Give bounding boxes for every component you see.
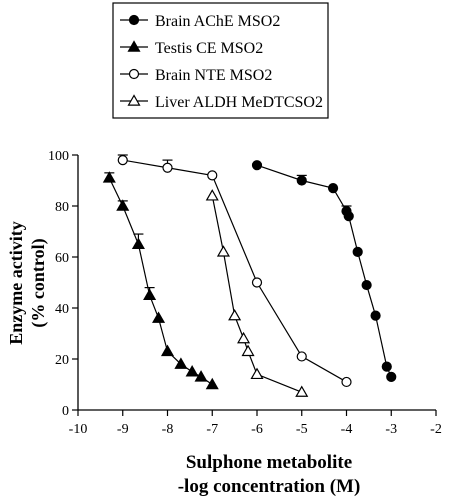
data-point (152, 311, 166, 323)
data-point (131, 237, 145, 249)
data-point (143, 288, 157, 300)
x-tick-label: -2 (430, 422, 442, 437)
data-point (370, 310, 381, 321)
data-point (216, 245, 230, 257)
data-point (241, 344, 255, 357)
x-tick-label: -7 (206, 422, 218, 437)
data-point (102, 171, 116, 183)
legend-marker (128, 14, 140, 26)
series-0 (251, 160, 397, 382)
legend-entry: Liver ALDH MeDTCSO2 (120, 94, 323, 111)
legend-marker (127, 40, 141, 52)
series-3 (205, 189, 309, 397)
data-point (251, 277, 263, 288)
legend-entry: Brain NTE MSO2 (120, 67, 272, 84)
data-point (343, 211, 354, 222)
data-point (194, 370, 208, 382)
y-axis-label-line1: Enzyme activity (6, 221, 26, 344)
y-axis-label-line2: (% control) (28, 238, 49, 327)
data-point (381, 361, 392, 372)
data-point (174, 357, 188, 369)
data-point (296, 175, 307, 186)
x-tick-label: -9 (117, 422, 129, 437)
legend-entry: Testis CE MSO2 (120, 40, 263, 57)
y-tick-label: 20 (55, 353, 69, 368)
data-point (117, 155, 128, 166)
x-tick-label: -10 (69, 422, 88, 437)
x-axis-label-line1: Sulphone metabolite (186, 452, 352, 473)
legend-marker (128, 68, 140, 80)
series-2 (117, 154, 352, 388)
data-point (341, 376, 352, 388)
x-axis-label-line2: -log concentration (M) (178, 476, 361, 497)
data-point (295, 385, 309, 397)
data-point (296, 351, 307, 362)
data-point (361, 279, 372, 291)
plot-area (102, 154, 397, 397)
y-tick-label: 100 (48, 149, 69, 164)
legend: Brain AChE MSO2 Testis CE MSO2 Brain NTE M… (112, 2, 329, 119)
series-line (122, 159, 347, 383)
data-point (327, 183, 339, 194)
legend-entry: Brain AChE MSO2 (120, 13, 280, 30)
x-tick-label: -5 (296, 422, 308, 437)
data-point (207, 170, 218, 181)
data-point (185, 365, 199, 377)
data-point (205, 189, 219, 201)
y-tick-label: 0 (62, 404, 69, 419)
legend-label: Testis CE MSO2 (155, 40, 263, 57)
series-line (256, 164, 392, 378)
series-line (211, 195, 302, 393)
data-point (250, 367, 264, 380)
x-tick-label: -8 (162, 422, 174, 437)
x-tick-label: -6 (251, 422, 263, 437)
legend-box (112, 2, 329, 119)
data-point (205, 377, 219, 390)
axes: -10 -9 -8 -7 -6 -5 -4 -3 -2 0 20 40 60 80 100 (48, 149, 442, 437)
x-tick-label: -4 (341, 422, 353, 437)
data-point (160, 344, 175, 357)
legend-label: Brain NTE MSO2 (155, 67, 272, 84)
x-tick-label: -3 (385, 422, 397, 437)
legend-marker (127, 94, 141, 106)
data-point (251, 160, 263, 171)
data-point (116, 199, 130, 211)
legend-label: Brain AChE MSO2 (155, 13, 280, 30)
y-tick-label: 60 (55, 251, 69, 266)
data-point (237, 331, 251, 344)
legend-label: Liver ALDH MeDTCSO2 (155, 94, 323, 111)
y-tick-label: 40 (55, 302, 69, 317)
data-point (162, 162, 173, 173)
y-tick-label: 80 (55, 200, 69, 215)
data-point (386, 371, 397, 382)
data-point (228, 308, 242, 321)
data-point (352, 246, 363, 257)
series-1 (102, 171, 219, 390)
